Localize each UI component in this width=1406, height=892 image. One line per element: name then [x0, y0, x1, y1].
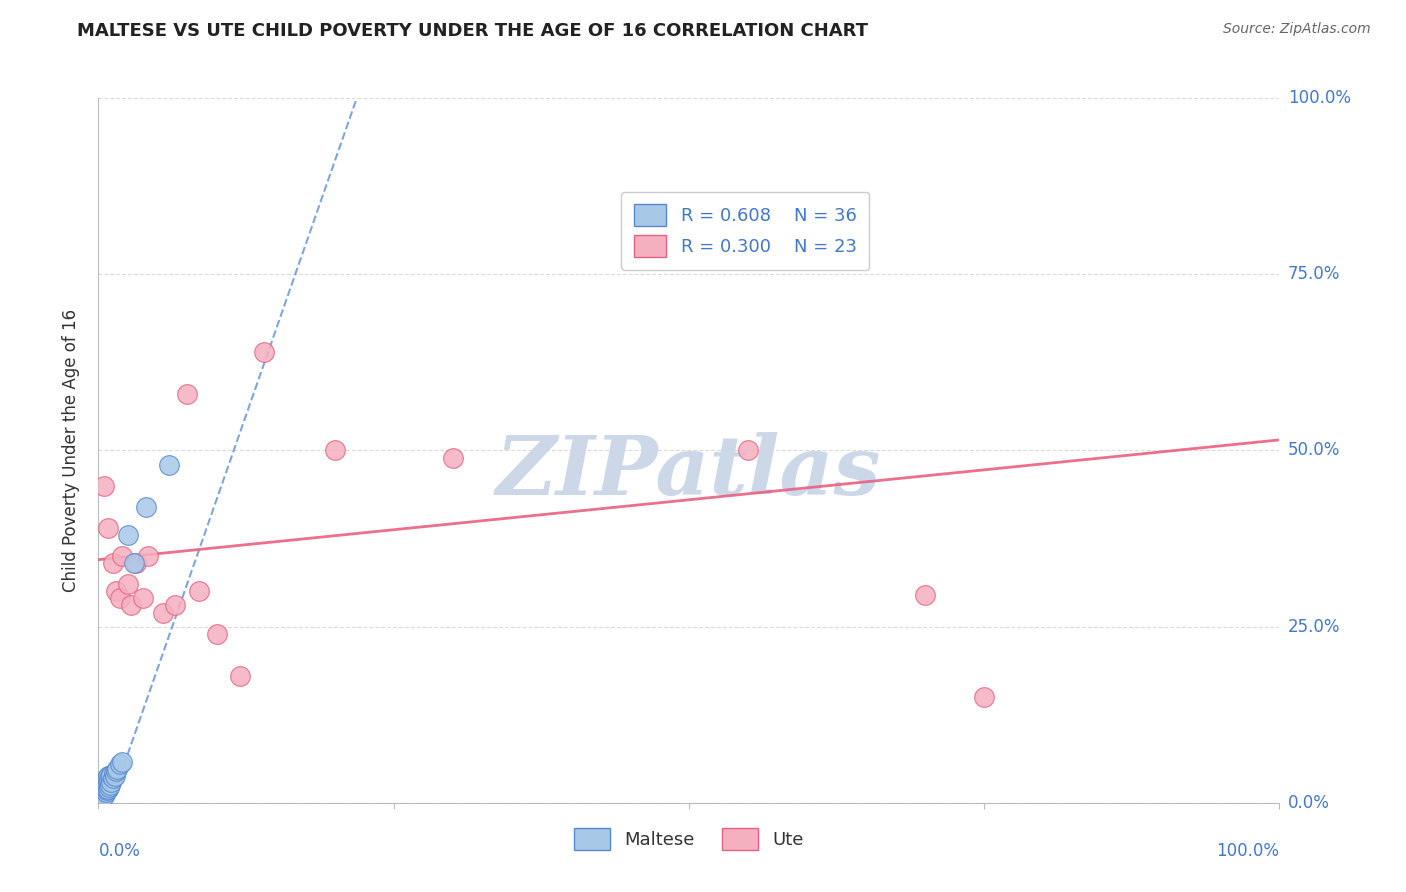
Point: [93, 789, 115, 803]
Point: [98, 769, 121, 783]
Point: [323, 443, 346, 458]
Point: [97, 769, 120, 783]
Point: [205, 626, 228, 640]
Point: [94, 776, 117, 790]
Point: [98, 780, 121, 795]
Point: [90, 785, 112, 799]
Point: [111, 549, 134, 564]
Point: [108, 757, 131, 772]
Point: [96, 778, 118, 792]
Text: 0.0%: 0.0%: [1288, 794, 1330, 812]
Text: 25.0%: 25.0%: [1288, 617, 1340, 636]
Point: [93, 778, 115, 792]
Point: [105, 584, 128, 599]
Point: [108, 591, 131, 606]
Text: 100.0%: 100.0%: [1288, 89, 1351, 107]
Point: [91, 785, 114, 799]
Point: [94, 781, 117, 796]
Text: 50.0%: 50.0%: [1288, 442, 1340, 459]
Point: [101, 556, 124, 570]
Point: [176, 387, 198, 401]
Point: [157, 458, 180, 472]
Point: [91, 781, 114, 796]
Text: MALTESE VS UTE CHILD POVERTY UNDER THE AGE OF 16 CORRELATION CHART: MALTESE VS UTE CHILD POVERTY UNDER THE A…: [77, 22, 869, 40]
Point: [97, 781, 120, 796]
Point: [914, 588, 936, 602]
Y-axis label: Child Poverty Under the Age of 16: Child Poverty Under the Age of 16: [62, 309, 80, 592]
Point: [97, 774, 120, 789]
Point: [97, 521, 120, 535]
Point: [135, 500, 157, 514]
Text: 100.0%: 100.0%: [1216, 841, 1279, 860]
Point: [111, 755, 134, 769]
Point: [121, 599, 143, 613]
Point: [253, 344, 276, 359]
Point: [136, 549, 159, 564]
Legend: Maltese, Ute: Maltese, Ute: [567, 821, 811, 857]
Point: [103, 766, 125, 780]
Text: Source: ZipAtlas.com: Source: ZipAtlas.com: [1223, 22, 1371, 37]
Point: [101, 771, 124, 785]
Point: [117, 528, 139, 542]
Point: [165, 599, 187, 613]
Point: [93, 783, 115, 797]
Point: [96, 771, 118, 785]
Point: [91, 783, 114, 797]
Point: [152, 606, 174, 620]
Point: [105, 762, 128, 776]
Point: [91, 780, 114, 795]
Point: [973, 690, 995, 705]
Point: [98, 778, 121, 792]
Point: [132, 591, 155, 606]
Point: [98, 773, 121, 788]
Point: [187, 584, 209, 599]
Point: [117, 577, 139, 591]
Text: ZIPatlas: ZIPatlas: [496, 432, 882, 512]
Point: [105, 764, 128, 778]
Point: [441, 450, 464, 465]
Point: [93, 478, 115, 492]
Point: [100, 767, 122, 781]
Point: [100, 774, 122, 789]
Point: [93, 774, 115, 789]
Point: [96, 783, 118, 797]
Point: [122, 556, 145, 570]
Text: 75.0%: 75.0%: [1288, 265, 1340, 284]
Point: [94, 785, 117, 799]
Point: [737, 443, 759, 458]
Point: [91, 788, 114, 802]
Point: [104, 769, 127, 783]
Text: 0.0%: 0.0%: [98, 841, 141, 860]
Point: [229, 669, 252, 683]
Point: [125, 556, 148, 570]
